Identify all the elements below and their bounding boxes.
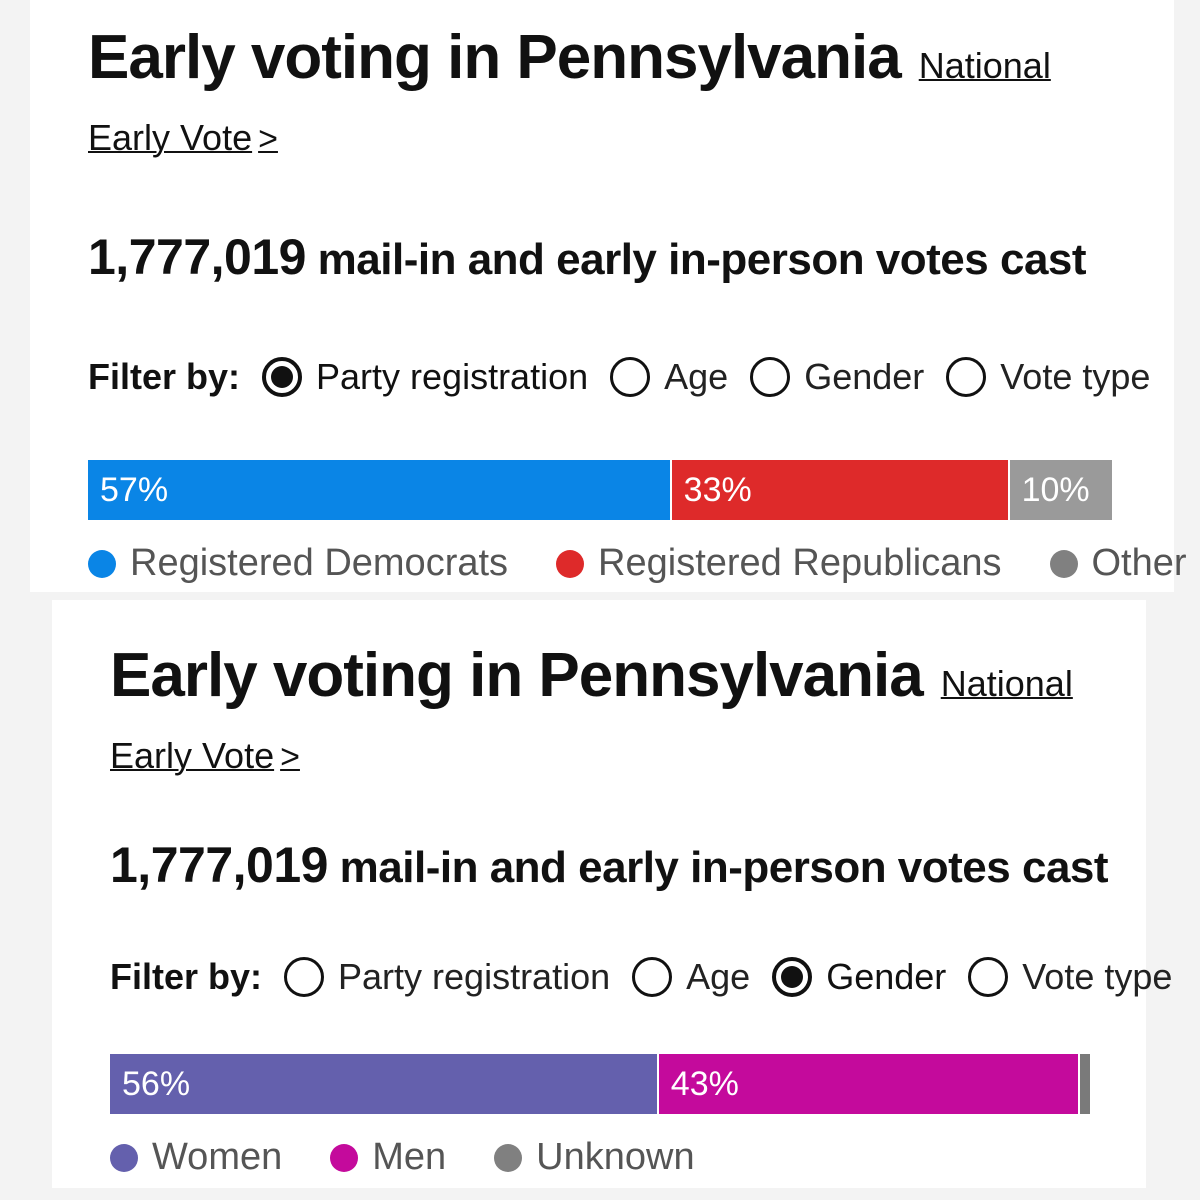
bar-segment-other: 10%: [1009, 460, 1112, 520]
filter-option-label[interactable]: Vote type: [1000, 356, 1151, 397]
filter-option-label[interactable]: Gender: [826, 956, 947, 997]
early-voting-widget-party: Early voting in Pennsylvania National Ear…: [30, 0, 1187, 592]
header: Early voting in Pennsylvania National Ear…: [88, 26, 1128, 178]
legend-label: Women: [152, 1136, 283, 1178]
votes-description: mail-in and early in-person votes cast: [339, 843, 1109, 892]
legend-label: Unknown: [536, 1136, 695, 1178]
filter-party-registration[interactable]: Party registration: [284, 956, 610, 998]
filter-vote-type[interactable]: Vote type: [968, 956, 1172, 998]
bar-segment-democrats: 57%: [88, 460, 672, 520]
filter-vote-type[interactable]: Vote type: [946, 356, 1150, 398]
radio-button-icon[interactable]: [632, 957, 673, 997]
legend-dot-icon: [494, 1143, 523, 1172]
filter-age[interactable]: Age: [632, 956, 750, 998]
radio-button-icon[interactable]: [750, 357, 791, 397]
stacked-percentage-bar: 57% 33% 10%: [88, 460, 1112, 520]
filter-group: Filter by: Party registration Age Gender…: [88, 356, 1172, 398]
legend-item-unknown: Unknown: [494, 1136, 695, 1179]
filter-gender[interactable]: Gender: [750, 356, 924, 398]
radio-button-icon[interactable]: [610, 357, 651, 397]
legend-label: Registered Republicans: [598, 542, 1002, 584]
chevron-right-icon[interactable]: >: [280, 738, 300, 776]
legend-dot-icon: [1049, 549, 1078, 578]
votes-count: 1,777,019: [110, 837, 328, 893]
legend-item-men: Men: [330, 1136, 446, 1179]
filter-option-label[interactable]: Party registration: [316, 356, 589, 397]
national-early-vote-link-label[interactable]: National Early Vote: [88, 45, 1051, 158]
votes-cast-summary: 1,777,019 mail-in and early in-person vo…: [88, 228, 1087, 286]
bar-segment-men: 43%: [658, 1054, 1081, 1114]
legend-label: Registered Democrats: [130, 542, 509, 584]
votes-description: mail-in and early in-person votes cast: [317, 235, 1087, 284]
legend-dot-icon: [330, 1143, 359, 1172]
bar-segment-women: 56%: [110, 1054, 659, 1114]
legend-label: Men: [372, 1136, 447, 1178]
legend-label: Other: [1091, 542, 1187, 584]
national-early-vote-link[interactable]: National Early Vote >: [88, 45, 1051, 158]
stacked-percentage-bar: 56% 43%: [110, 1054, 1090, 1114]
early-voting-widget-gender: Early voting in Pennsylvania National Ear…: [52, 600, 1172, 1188]
filter-label: Filter by:: [88, 356, 241, 397]
filter-label: Filter by:: [110, 956, 263, 997]
legend-item-women: Women: [110, 1136, 282, 1179]
national-early-vote-link-label[interactable]: National Early Vote: [110, 663, 1073, 776]
filter-age[interactable]: Age: [610, 356, 728, 398]
filter-option-label[interactable]: Vote type: [1022, 956, 1173, 997]
filter-group: Filter by: Party registration Age Gender…: [110, 956, 1194, 998]
chevron-right-icon[interactable]: >: [258, 120, 278, 158]
filter-option-label[interactable]: Age: [664, 356, 729, 397]
legend-dot-icon: [556, 549, 585, 578]
legend-item-democrats: Registered Democrats: [88, 542, 508, 585]
filter-gender[interactable]: Gender: [772, 956, 946, 998]
national-early-vote-link[interactable]: National Early Vote >: [110, 663, 1073, 776]
legend-dot-icon: [88, 549, 116, 578]
votes-count: 1,777,019: [88, 229, 306, 285]
filter-option-label[interactable]: Gender: [804, 356, 925, 397]
widget-title: Early voting in Pennsylvania: [110, 641, 924, 710]
bar-segment-unknown: [1080, 1054, 1090, 1114]
legend: Women Men Unknown: [110, 1136, 743, 1179]
widget-title: Early voting in Pennsylvania: [88, 23, 902, 92]
radio-button-icon[interactable]: [772, 957, 813, 997]
legend-item-republicans: Registered Republicans: [556, 542, 1002, 585]
radio-button-icon[interactable]: [284, 957, 325, 997]
header: Early voting in Pennsylvania National Ear…: [110, 644, 1090, 796]
radio-button-icon[interactable]: [946, 357, 987, 397]
filter-option-label[interactable]: Age: [686, 956, 751, 997]
legend-dot-icon: [110, 1143, 138, 1172]
bar-segment-republicans: 33%: [671, 460, 1010, 520]
filter-party-registration[interactable]: Party registration: [262, 356, 588, 398]
legend-item-other: Other: [1049, 542, 1187, 585]
radio-button-icon[interactable]: [968, 957, 1009, 997]
radio-button-icon[interactable]: [262, 357, 303, 397]
votes-cast-summary: 1,777,019 mail-in and early in-person vo…: [110, 836, 1109, 894]
filter-option-label[interactable]: Party registration: [338, 956, 611, 997]
legend: Registered Democrats Registered Republic…: [88, 542, 1200, 585]
